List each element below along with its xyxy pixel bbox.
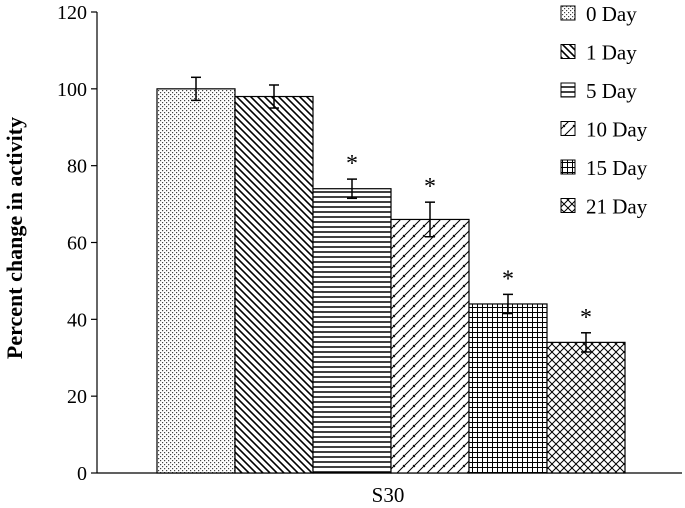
significance-marker: * xyxy=(424,174,436,200)
legend-swatch xyxy=(560,5,576,21)
bar-21-day xyxy=(546,341,626,474)
bar-5-day xyxy=(312,188,392,474)
legend-label: 10 Day xyxy=(586,118,648,142)
y-tick-label: 40 xyxy=(67,309,87,331)
legend-label: 1 Day xyxy=(586,41,637,65)
significance-marker: * xyxy=(502,266,514,292)
legend-swatch xyxy=(560,198,576,213)
legend-label: 5 Day xyxy=(586,79,637,103)
y-axis-ticks: 0 20 40 60 80 100 120 xyxy=(57,2,97,485)
y-axis-label: Percent change in activity xyxy=(2,117,27,359)
legend-label: 0 Day xyxy=(586,2,637,26)
bar-15-day xyxy=(468,303,548,474)
legend-swatch xyxy=(560,82,576,98)
y-tick-label: 60 xyxy=(67,233,87,255)
y-tick-label: 20 xyxy=(67,386,87,408)
y-tick-label: 120 xyxy=(57,2,87,24)
y-tick-label: 0 xyxy=(77,463,87,485)
legend-swatch xyxy=(560,121,576,136)
legend: 0 Day 1 Day 5 Day 10 Day 15 Day 21 Day xyxy=(560,2,648,219)
legend-swatch xyxy=(560,44,576,59)
bar-1-day xyxy=(234,95,314,474)
y-tick-label: 100 xyxy=(57,79,87,101)
legend-label: 15 Day xyxy=(586,156,648,180)
bar-0-day xyxy=(156,88,236,474)
legend-label: 21 Day xyxy=(586,195,648,219)
bars-group: * * * * xyxy=(156,76,626,474)
y-tick-label: 80 xyxy=(67,156,87,178)
x-category-label: S30 xyxy=(372,483,405,507)
significance-marker: * xyxy=(580,305,592,331)
bar-10-day xyxy=(390,218,470,474)
legend-swatch xyxy=(560,159,576,175)
significance-marker: * xyxy=(346,151,358,177)
